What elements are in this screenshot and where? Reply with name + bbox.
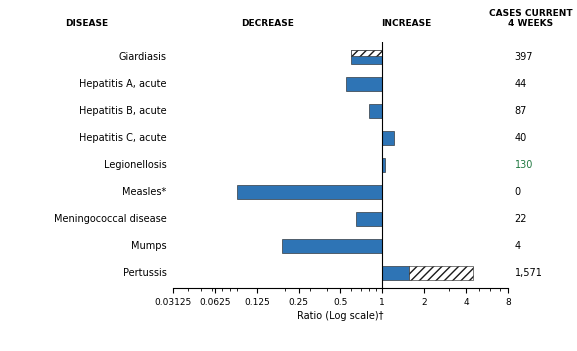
Text: 22: 22 <box>515 214 527 224</box>
Bar <box>382 266 409 280</box>
Bar <box>409 266 473 280</box>
Bar <box>369 104 382 118</box>
Bar <box>237 185 382 199</box>
Text: Pertussis: Pertussis <box>122 268 166 278</box>
Text: CASES CURRENT
4 WEEKS: CASES CURRENT 4 WEEKS <box>489 9 572 28</box>
Text: Measles*: Measles* <box>122 187 166 197</box>
Text: Mumps: Mumps <box>131 241 166 251</box>
Text: 4: 4 <box>515 241 520 251</box>
Text: DISEASE: DISEASE <box>65 19 108 28</box>
Bar <box>382 131 394 145</box>
Text: Hepatitis A, acute: Hepatitis A, acute <box>79 79 166 89</box>
Text: 40: 40 <box>515 133 527 143</box>
Text: Hepatitis B, acute: Hepatitis B, acute <box>79 106 166 116</box>
Text: 397: 397 <box>515 52 533 62</box>
X-axis label: Ratio (Log scale)†: Ratio (Log scale)† <box>297 311 384 321</box>
Bar <box>356 212 382 226</box>
Text: 1,571: 1,571 <box>515 268 542 278</box>
Bar <box>351 49 382 56</box>
Text: 0: 0 <box>515 187 520 197</box>
Bar <box>382 158 385 172</box>
Bar <box>351 49 382 64</box>
Text: 130: 130 <box>515 160 533 170</box>
Bar <box>346 77 382 91</box>
Text: Meningococcal disease: Meningococcal disease <box>54 214 166 224</box>
Bar <box>282 239 382 253</box>
Text: 87: 87 <box>515 106 527 116</box>
Text: Giardiasis: Giardiasis <box>118 52 166 62</box>
Text: INCREASE: INCREASE <box>381 19 432 28</box>
Text: Hepatitis C, acute: Hepatitis C, acute <box>79 133 166 143</box>
Text: 44: 44 <box>515 79 527 89</box>
Text: Legionellosis: Legionellosis <box>104 160 166 170</box>
Text: DECREASE: DECREASE <box>241 19 294 28</box>
